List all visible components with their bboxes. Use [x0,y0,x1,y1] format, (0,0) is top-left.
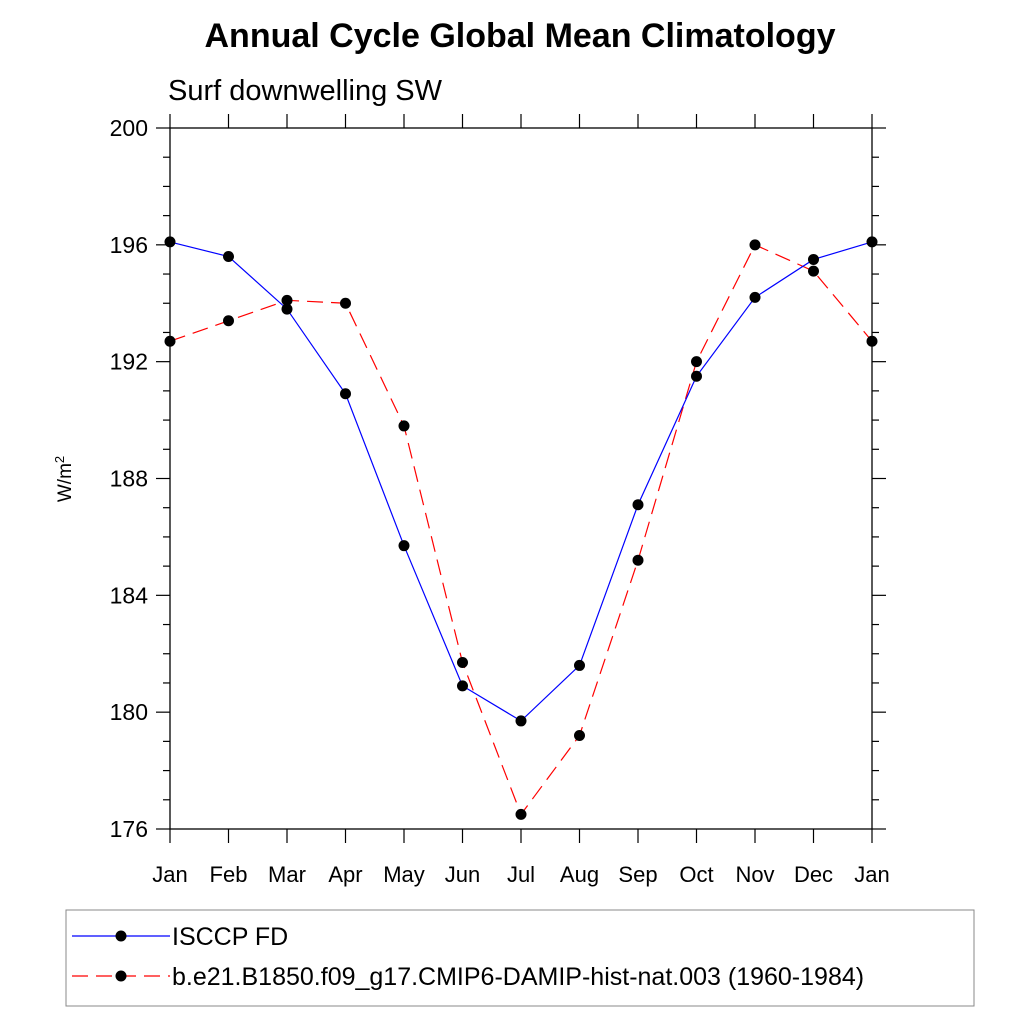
y-axis-label: W/m2 [52,456,77,502]
y-tick-label: 192 [110,349,148,375]
y-axis-label-base: W/m [55,463,76,502]
y-tick-label: 200 [110,115,148,141]
series-line [169,244,873,816]
legend-box [65,909,975,1007]
x-tick-label: Aug [560,862,599,887]
y-tick-label: 184 [110,582,149,608]
x-tick-label: Dec [794,862,833,887]
series-line [169,241,873,722]
x-tick-label: Jan [152,862,187,887]
legend-marker [115,930,127,942]
data-point [574,659,585,671]
x-tick-label: Nov [735,862,774,887]
data-point [691,370,702,382]
y-tick-label: 180 [110,699,148,725]
data-point [340,388,351,400]
data-point [340,297,351,309]
data-point [866,335,878,347]
data-point [223,315,234,327]
y-axis-label-sup: 2 [52,456,67,463]
x-tick-label: May [383,862,425,887]
data-point [808,265,819,277]
data-point [281,294,293,306]
data-point [808,253,819,265]
y-tick-label: 196 [110,232,148,258]
data-point [866,236,878,248]
data-point [632,554,644,566]
data-point [749,239,761,251]
x-tick-label: Jun [445,862,480,887]
x-tick-label: Oct [679,862,713,887]
data-point [515,715,527,727]
x-tick-label: Mar [268,862,306,887]
x-tick-label: Jan [854,862,889,887]
data-point [574,730,585,742]
data-point [398,420,410,432]
legend-label: ISCCP FD [172,923,288,951]
data-point [515,808,527,820]
y-tick-label: 188 [110,466,148,492]
x-tick-label: Feb [210,862,248,887]
legend-label: b.e21.B1850.f09_g17.CMIP6-DAMIP-hist-nat… [172,963,864,991]
chart-subtitle: Surf downwelling SW [168,75,443,107]
x-tick-label: Sep [618,862,657,887]
data-point [749,291,761,303]
data-point [281,303,293,315]
legend-marker [115,970,127,982]
data-point [457,680,468,692]
data-point [164,335,176,347]
data-point [457,657,468,669]
data-point [164,236,176,248]
x-tick-label: Jul [507,862,535,887]
plot-area: 176 180 184 188 192 196 200 Jan Feb Mar Apr May Jun J… [110,114,890,887]
legend: ISCCP FD b.e21.B1850.f09_g17.CMIP6-DAMIP-… [65,909,975,1007]
data-point [691,356,702,368]
x-tick-label: Apr [328,862,362,887]
y-tick-label: 176 [110,816,148,842]
data-point [398,540,410,552]
chart-title: Annual Cycle Global Mean Climatology [205,17,836,55]
data-point [223,251,234,263]
data-point [632,499,644,511]
